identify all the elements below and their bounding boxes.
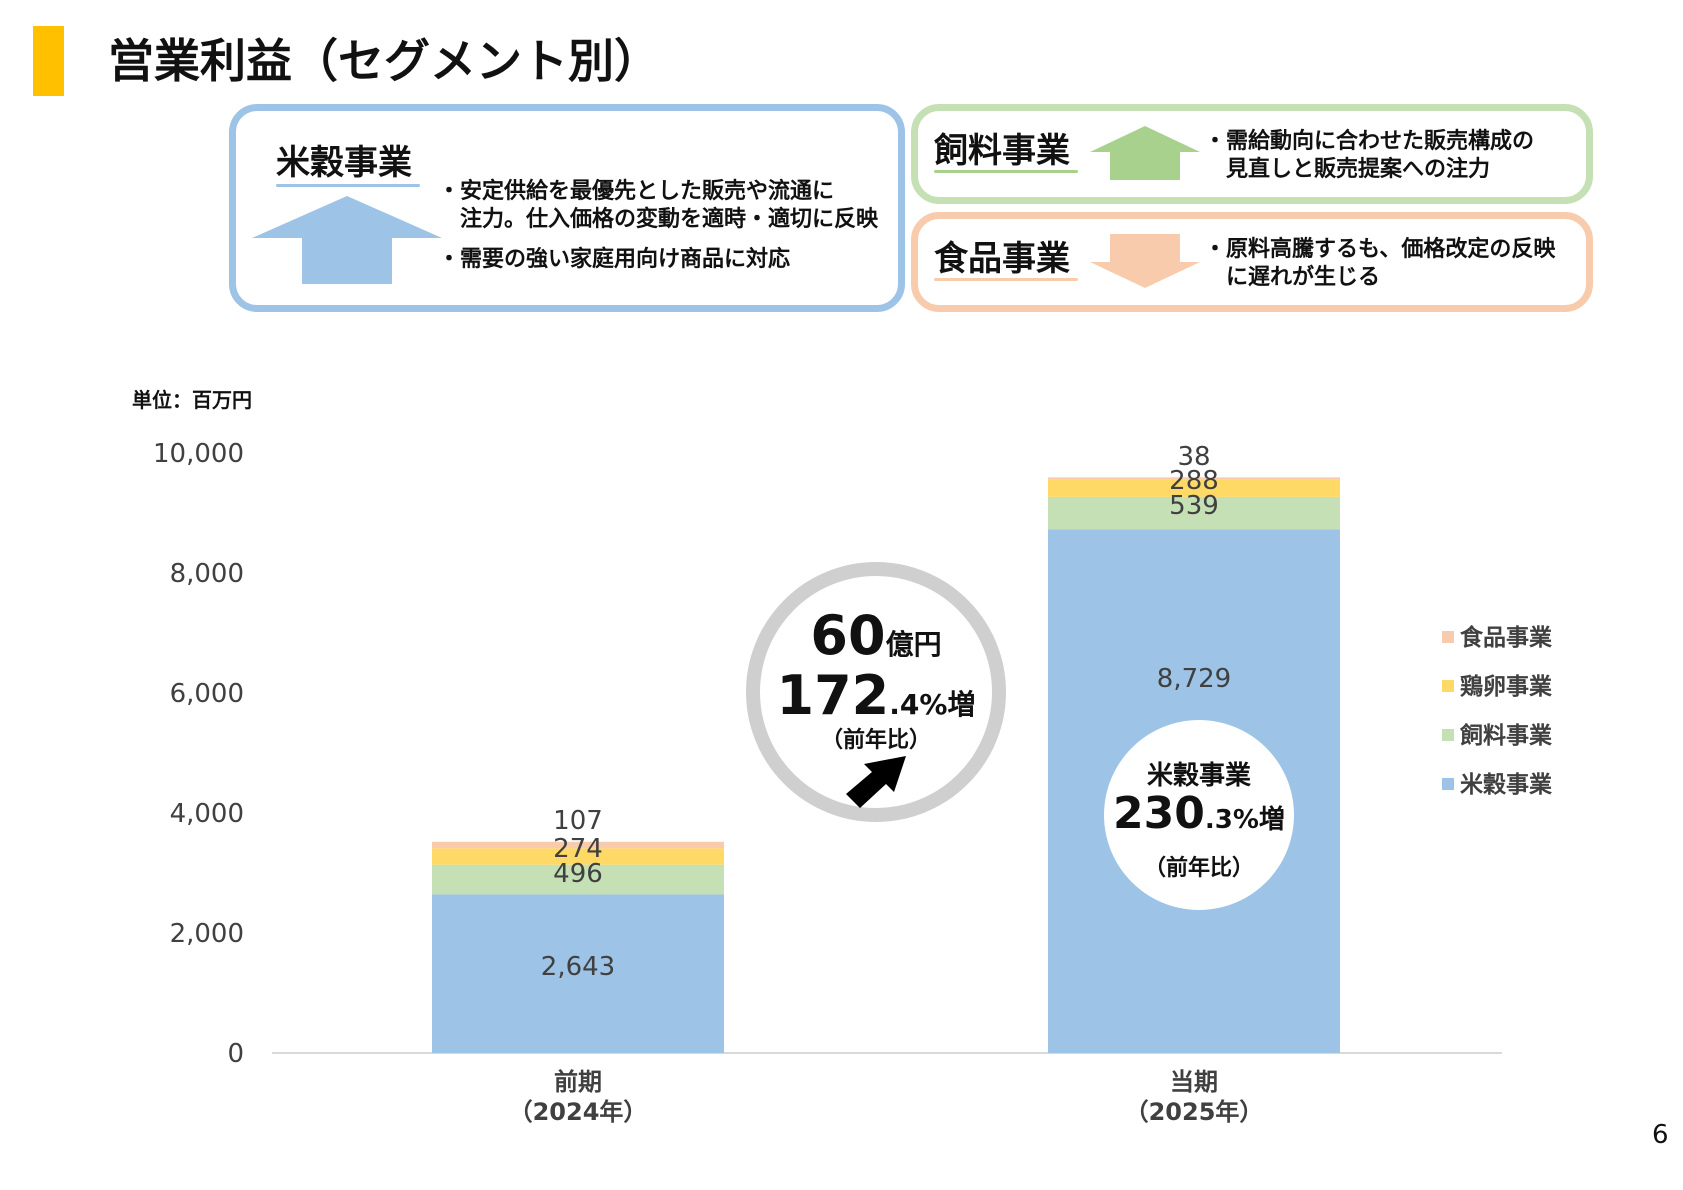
bar-segment-0-3 <box>432 841 724 849</box>
up-arrow-icon <box>1090 126 1200 180</box>
data-label: 107 <box>553 806 603 836</box>
data-label: 8,729 <box>1157 664 1231 694</box>
feed-bullet-1: ・需給動向に合わせた販売構成の <box>1204 129 1535 154</box>
legend-swatch <box>1442 631 1454 643</box>
legend-swatch <box>1442 778 1454 790</box>
bar-segment-0-2 <box>432 848 724 865</box>
feed-bullet-list: ・需給動向に合わせた販売構成の 見直しと販売提案への注力 <box>1204 128 1534 184</box>
rice-bullet-3: ・需要の強い家庭用向け商品に対応 <box>438 247 791 272</box>
legend-swatch <box>1442 680 1454 692</box>
data-label: 539 <box>1169 491 1219 521</box>
bar-segment-1-3 <box>1048 477 1340 480</box>
page-number: 6 <box>1652 1120 1669 1150</box>
x-category-label: （2024年） <box>509 1098 648 1126</box>
bar-segment-1-1 <box>1048 496 1340 530</box>
x-category-label: 前期 <box>554 1068 602 1096</box>
y-tick-label: 8,000 <box>170 559 244 589</box>
legend-label: 食品事業 <box>1460 624 1553 651</box>
x-category-label: （2025年） <box>1125 1098 1264 1126</box>
rice-yoy-text: （前年比） <box>1143 856 1254 881</box>
bar-segment-1-2 <box>1048 479 1340 497</box>
total-growth-decimal: .4%増 <box>889 688 976 721</box>
rice-growth-decimal: .3%増 <box>1204 805 1285 835</box>
rice-segment-name: 米穀事業 <box>276 143 412 183</box>
data-label: 274 <box>553 834 603 864</box>
feed-segment-panel <box>911 104 1593 204</box>
y-tick-label: 4,000 <box>170 799 244 829</box>
legend-label: 米穀事業 <box>1460 771 1553 798</box>
rice-badge-name: 米穀事業 <box>1146 761 1251 791</box>
rice-bullet-list: ・安定供給を最優先とした販売や流通に 注力。仕入価格の変動を適時・適切に反映 ・… <box>438 178 878 274</box>
data-label: 38 <box>1177 442 1210 472</box>
y-tick-label: 6,000 <box>170 679 244 709</box>
legend-label: 鶏卵事業 <box>1460 673 1553 700</box>
total-amount-unit: 億円 <box>885 628 942 661</box>
feed-name-underline <box>934 170 1078 173</box>
food-bullet-2: に遅れが生じる <box>1204 265 1381 290</box>
unit-label: 単位：百万円 <box>132 388 252 412</box>
food-segment-name: 食品事業 <box>934 239 1070 279</box>
page-title: 営業利益（セグメント別） <box>108 34 660 88</box>
rice-bullet-2: 注力。仕入価格の変動を適時・適切に反映 <box>438 207 879 232</box>
feed-segment-name: 飼料事業 <box>934 131 1070 171</box>
feed-bullet-2: 見直しと販売提案への注力 <box>1204 157 1491 182</box>
total-amount-number: 60 <box>810 604 886 667</box>
data-label: 288 <box>1169 466 1219 496</box>
bar-segment-0-0 <box>432 894 724 1053</box>
rice-growth-number: 230 <box>1113 788 1205 839</box>
y-tick-label: 0 <box>227 1039 244 1069</box>
bar-segment-0-1 <box>432 864 724 895</box>
food-bullet-1: ・原料高騰するも、価格改定の反映 <box>1204 237 1556 262</box>
down-arrow-icon <box>1090 234 1200 288</box>
rice-name-underline <box>276 184 420 187</box>
y-tick-label: 10,000 <box>153 439 244 469</box>
total-yoy-text: （前年比） <box>820 728 931 753</box>
legend-swatch <box>1442 729 1454 741</box>
total-growth-text: 172.4%増 <box>746 664 1006 727</box>
total-growth-number: 172 <box>776 664 890 727</box>
total-amount-text: 60億円 <box>746 604 1006 667</box>
y-tick-label: 2,000 <box>170 919 244 949</box>
rice-growth-badge <box>1104 720 1294 910</box>
data-label: 496 <box>553 859 603 889</box>
legend-label: 飼料事業 <box>1459 722 1553 749</box>
title-accent-bar <box>33 26 64 96</box>
up-arrow-icon <box>252 196 442 284</box>
food-segment-panel <box>911 212 1593 312</box>
food-name-underline <box>934 278 1078 281</box>
x-category-label: 当期 <box>1170 1068 1218 1096</box>
rice-growth-text: 230.3%増 <box>1084 788 1314 839</box>
food-bullet-list: ・原料高騰するも、価格改定の反映 に遅れが生じる <box>1204 236 1555 292</box>
rice-bullet-1: ・安定供給を最優先とした販売や流通に <box>438 179 835 204</box>
arrow-up-right-icon <box>846 756 906 808</box>
data-label: 2,643 <box>541 952 615 982</box>
